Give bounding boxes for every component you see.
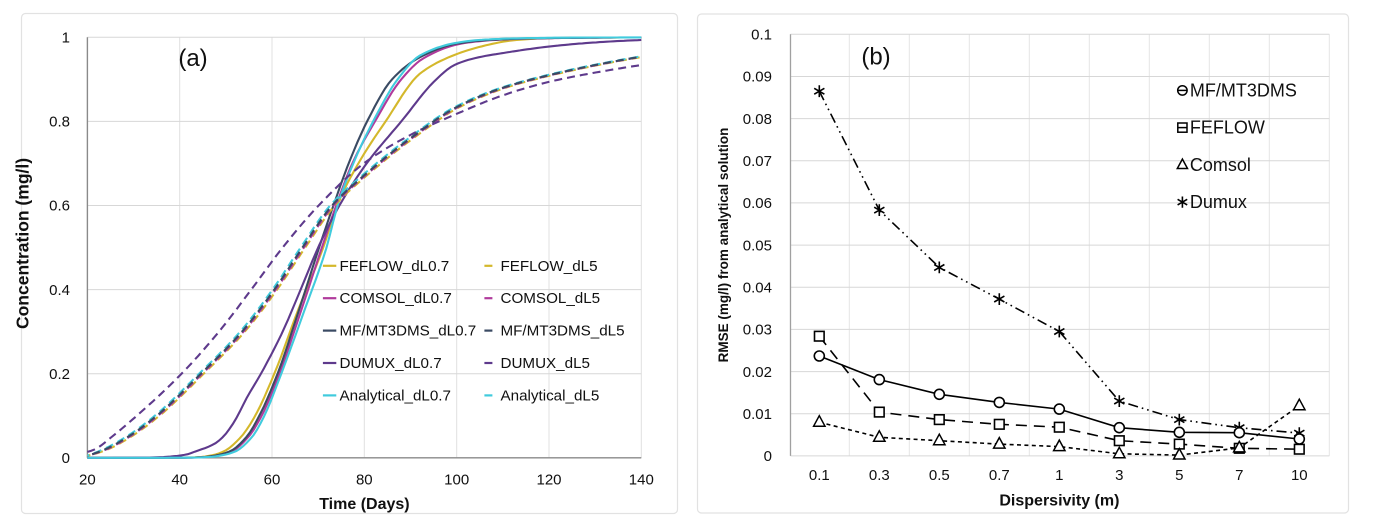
- svg-text:0.08: 0.08: [743, 111, 772, 128]
- svg-text:0.05: 0.05: [743, 237, 772, 254]
- svg-text:Analytical_dL0.7: Analytical_dL0.7: [340, 387, 451, 404]
- svg-text:MF/MT3DMS_dL0.7: MF/MT3DMS_dL0.7: [340, 323, 477, 340]
- svg-text:0.8: 0.8: [49, 114, 70, 131]
- svg-text:Comsol: Comsol: [1190, 155, 1251, 175]
- svg-text:0.01: 0.01: [743, 406, 772, 423]
- svg-text:DUMUX_dL5: DUMUX_dL5: [501, 355, 590, 372]
- svg-text:MF/MT3DMS_dL5: MF/MT3DMS_dL5: [501, 323, 625, 340]
- svg-text:0.7: 0.7: [989, 467, 1010, 484]
- svg-text:(b): (b): [861, 44, 890, 71]
- svg-text:1: 1: [62, 30, 70, 47]
- svg-text:3: 3: [1115, 467, 1123, 484]
- svg-text:(a): (a): [178, 45, 207, 72]
- svg-text:1: 1: [1055, 467, 1063, 484]
- svg-text:0: 0: [764, 448, 772, 465]
- svg-text:0.6: 0.6: [49, 198, 70, 215]
- svg-text:0.09: 0.09: [743, 69, 772, 86]
- svg-text:COMSOL_dL0.7: COMSOL_dL0.7: [340, 290, 452, 307]
- svg-text:Dumux: Dumux: [1190, 192, 1247, 212]
- svg-text:60: 60: [264, 472, 281, 489]
- svg-text:FEFLOW_dL0.7: FEFLOW_dL0.7: [340, 258, 450, 275]
- svg-text:7: 7: [1235, 467, 1243, 484]
- svg-text:0: 0: [62, 450, 70, 467]
- svg-text:120: 120: [536, 472, 561, 489]
- svg-text:0.04: 0.04: [743, 280, 772, 297]
- svg-text:Concentration (mg/l): Concentration (mg/l): [13, 158, 33, 329]
- svg-text:Analytical_dL5: Analytical_dL5: [501, 387, 600, 404]
- svg-text:20: 20: [79, 472, 96, 489]
- svg-text:FEFLOW: FEFLOW: [1190, 118, 1265, 138]
- svg-text:0.5: 0.5: [929, 467, 950, 484]
- svg-text:0.07: 0.07: [743, 153, 772, 170]
- svg-text:0.4: 0.4: [49, 282, 70, 299]
- svg-text:0.03: 0.03: [743, 322, 772, 339]
- svg-text:10: 10: [1291, 467, 1308, 484]
- svg-text:0.1: 0.1: [751, 27, 772, 44]
- svg-text:40: 40: [171, 472, 188, 489]
- svg-text:Time (Days): Time (Days): [319, 496, 409, 513]
- svg-text:5: 5: [1175, 467, 1183, 484]
- svg-text:FEFLOW_dL5: FEFLOW_dL5: [501, 258, 598, 275]
- svg-text:DUMUX_dL0.7: DUMUX_dL0.7: [340, 355, 442, 372]
- svg-text:140: 140: [629, 472, 654, 489]
- svg-text:COMSOL_dL5: COMSOL_dL5: [501, 290, 601, 307]
- svg-text:0.1: 0.1: [809, 467, 830, 484]
- svg-text:Dispersivity (m): Dispersivity (m): [999, 493, 1119, 510]
- svg-text:0.06: 0.06: [743, 195, 772, 212]
- svg-text:0.3: 0.3: [869, 467, 890, 484]
- svg-text:100: 100: [444, 472, 469, 489]
- svg-text:80: 80: [356, 472, 373, 489]
- svg-text:RMSE (mg/l) from analytical so: RMSE (mg/l) from analytical solution: [716, 128, 731, 363]
- svg-text:MF/MT3DMS: MF/MT3DMS: [1190, 80, 1297, 100]
- svg-text:0.02: 0.02: [743, 364, 772, 381]
- svg-text:0.2: 0.2: [49, 366, 70, 383]
